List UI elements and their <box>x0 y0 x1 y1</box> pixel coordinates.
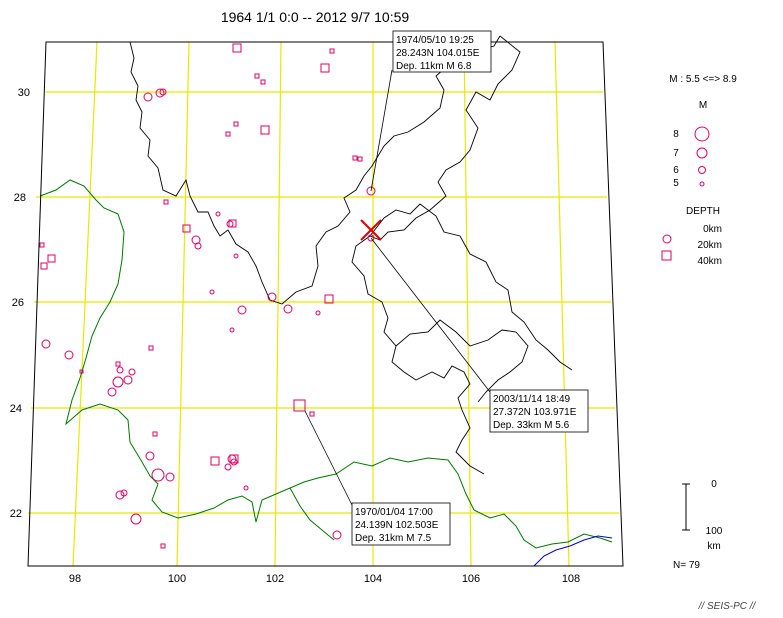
legend-depth-0: 0km <box>703 224 722 235</box>
province-boundary-south <box>395 319 529 403</box>
lat-tick-22: 22 <box>10 508 22 520</box>
selected-event-mark <box>360 219 382 241</box>
lat-tick-28: 28 <box>14 192 26 204</box>
map-title: 1964 1/1 0:0 -- 2012 9/7 10:59 <box>221 9 410 25</box>
graticule <box>28 41 619 567</box>
callout-1974-coords: 28.243N 104.015E <box>396 48 480 59</box>
lon-tick-106: 106 <box>462 573 480 585</box>
callout-1970: 1970/01/04 17:00 24.139N 102.503E Dep. 3… <box>351 502 451 546</box>
legend-depth-20: 20km <box>698 240 722 251</box>
province-boundary <box>129 35 501 305</box>
lon-tick-108: 108 <box>562 573 580 585</box>
lat-tick-30: 30 <box>18 87 30 99</box>
lon-tick-104: 104 <box>364 573 382 585</box>
lat-tick-24: 24 <box>10 403 22 415</box>
depth-scale-bar <box>682 483 690 531</box>
callout-1970-time: 1970/01/04 17:00 <box>355 507 433 518</box>
coastline <box>533 535 613 567</box>
legend: M : 5.5 <=> 8.9 M 8 7 6 5 DEPTH 0km 20km… <box>661 74 737 571</box>
lon-tick-100: 100 <box>168 573 186 585</box>
legend-mag-symbols <box>694 126 710 187</box>
lat-tick-labels: 30 28 26 24 22 <box>10 87 30 520</box>
callout-1970-coords: 24.139N 102.503E <box>355 520 439 531</box>
callout-1970-depth: Dep. 31km M 7.5 <box>355 533 432 544</box>
lon-tick-102: 102 <box>266 573 284 585</box>
legend-mag-6: 6 <box>673 165 679 176</box>
credit: // SEIS-PC // <box>698 601 757 612</box>
callout-leaders <box>304 69 491 506</box>
callout-2003-time: 2003/11/14 18:49 <box>493 394 571 405</box>
callout-1974-time: 1974/05/10 19:25 <box>396 35 474 46</box>
lon-tick-98: 98 <box>69 573 81 585</box>
lat-tick-26: 26 <box>12 297 24 309</box>
province-boundary-mid <box>369 203 573 371</box>
legend-range: M : 5.5 <=> 8.9 <box>669 74 737 85</box>
legend-mag-7: 7 <box>673 148 679 159</box>
lon-tick-labels: 98 100 102 104 106 108 <box>69 573 580 585</box>
callout-2003: 2003/11/14 18:49 27.372N 103.971E Dep. 3… <box>489 389 589 433</box>
callout-1974: 1974/05/10 19:25 28.243N 104.015E Dep. 1… <box>392 30 492 73</box>
province-boundary-east <box>351 35 521 475</box>
callout-1974-depth: Dep. 11km M 6.8 <box>396 61 472 72</box>
scale-bottom: 100 <box>706 526 723 537</box>
legend-mag-5: 5 <box>673 178 679 189</box>
callout-2003-coords: 27.372N 103.971E <box>493 407 577 418</box>
national-border <box>39 179 613 549</box>
event-markers-deep <box>39 43 363 549</box>
legend-depth-shallow-symbol <box>662 234 672 244</box>
legend-depth-40: 40km <box>698 256 722 267</box>
callout-2003-depth: Dep. 33km M 5.6 <box>493 420 570 431</box>
legend-depth-deep-symbol <box>661 250 672 261</box>
scale-unit: km <box>707 541 720 552</box>
event-count: N= 79 <box>673 560 700 571</box>
legend-depth-title: DEPTH <box>686 206 720 217</box>
border-segment <box>289 487 335 541</box>
legend-mag-title: M <box>699 100 707 111</box>
map-frame <box>27 41 624 567</box>
legend-mag-8: 8 <box>673 129 679 140</box>
scale-top: 0 <box>711 479 717 490</box>
event-markers-shallow <box>41 88 376 540</box>
